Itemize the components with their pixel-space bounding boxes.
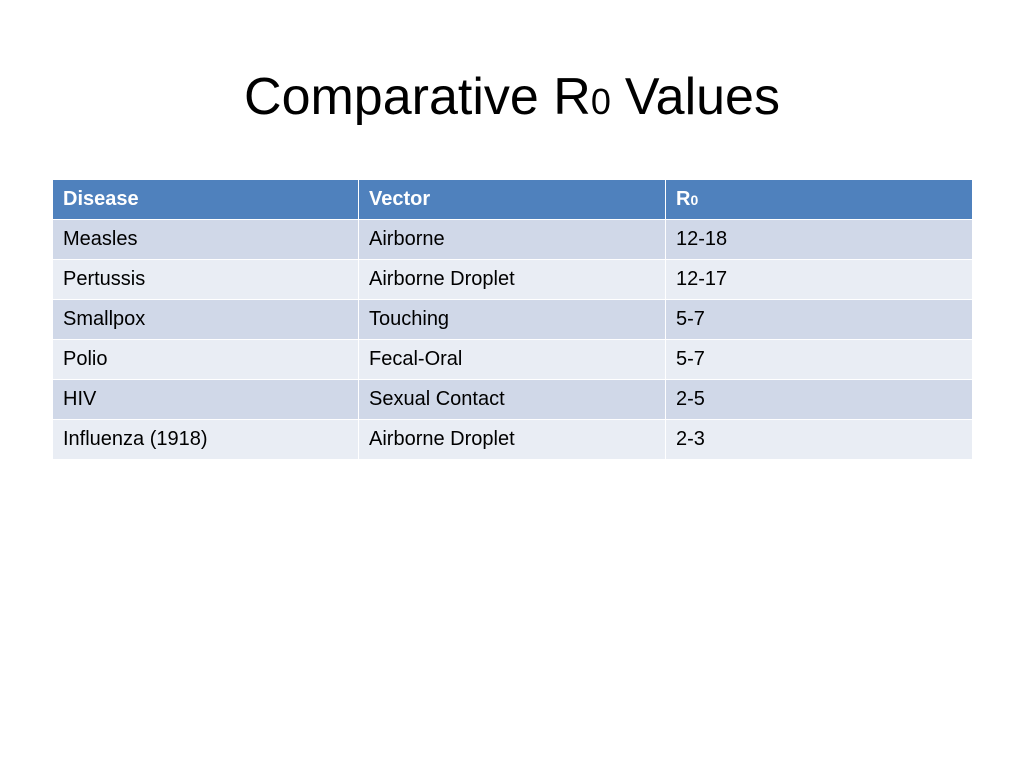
- table-cell: Pertussis: [52, 259, 359, 300]
- table-cell: Airborne: [358, 219, 666, 260]
- header-row: Disease Vector R0: [52, 179, 973, 220]
- table-cell: 2-5: [665, 379, 973, 420]
- table-cell: HIV: [52, 379, 359, 420]
- title-text: Values: [624, 68, 780, 126]
- data-table: Disease Vector R0 Measles Airborne 12-18 Pert…: [52, 179, 973, 460]
- header-cell: Disease: [52, 179, 359, 220]
- header-cell: Vector: [358, 179, 666, 220]
- table-cell: Sexual Contact: [358, 379, 666, 420]
- table-cell: Influenza (1918): [52, 419, 359, 460]
- header-cell: R0: [665, 179, 973, 220]
- table-cell: Fecal-Oral: [358, 339, 666, 380]
- table-row: Polio Fecal-Oral 5-7: [52, 339, 973, 380]
- table-cell: Airborne Droplet: [358, 419, 666, 460]
- table-cell: 2-3: [665, 419, 973, 460]
- table-cell: 5-7: [665, 339, 973, 380]
- title-subscript: 0: [590, 81, 611, 122]
- table-row: Influenza (1918) Airborne Droplet 2-3: [52, 419, 973, 460]
- table-cell: Airborne Droplet: [358, 259, 666, 300]
- header-text: R: [676, 188, 691, 210]
- table-row: HIV Sexual Contact 2-5: [52, 379, 973, 420]
- table-row: Pertussis Airborne Droplet 12-17: [52, 259, 973, 300]
- table-row: Smallpox Touching 5-7: [52, 299, 973, 340]
- slide-title: Comparative R0 Values: [0, 60, 1024, 139]
- table-cell: Polio: [52, 339, 359, 380]
- table-row: Measles Airborne 12-18: [52, 219, 973, 260]
- table-cell: Measles: [52, 219, 359, 260]
- table-cell: 12-17: [665, 259, 973, 300]
- table-cell: 5-7: [665, 299, 973, 340]
- table-cell: Touching: [358, 299, 666, 340]
- title-text: Comparative R: [244, 68, 591, 126]
- table-cell: 12-18: [665, 219, 973, 260]
- table-cell: Smallpox: [52, 299, 359, 340]
- header-subscript: 0: [690, 192, 699, 208]
